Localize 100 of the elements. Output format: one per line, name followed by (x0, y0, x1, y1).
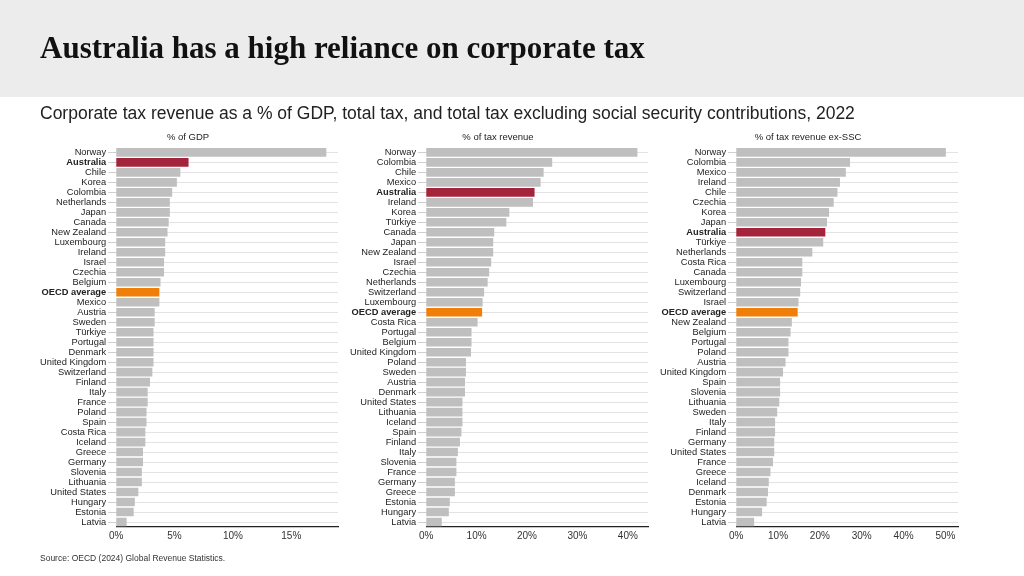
y-tick-label: Latvia (81, 516, 107, 527)
bar (116, 367, 153, 377)
y-tick-label: Portugal (381, 326, 417, 337)
bar (426, 417, 463, 427)
y-tick-label: Korea (701, 206, 727, 217)
bar (426, 437, 460, 447)
bar (426, 367, 466, 377)
bar (426, 307, 483, 317)
y-tick-label: Germany (377, 476, 417, 487)
y-tick-label: Japan (700, 216, 727, 227)
y-tick-label: Luxembourg (54, 236, 107, 247)
bar (426, 427, 462, 437)
y-tick-label: Estonia (75, 506, 107, 517)
y-tick-label: United States (670, 446, 727, 457)
x-tick-label: 0% (728, 529, 744, 541)
y-tick-label: Finland (695, 426, 727, 437)
bar (426, 387, 465, 397)
y-tick-label: Türkiye (385, 216, 417, 227)
y-tick-label: Poland (697, 346, 727, 357)
bar (426, 497, 450, 507)
y-tick-label: Czechia (72, 266, 107, 277)
y-tick-label: Austria (77, 306, 107, 317)
bar (736, 487, 768, 497)
bar (116, 357, 154, 367)
y-tick-label: Poland (77, 406, 107, 417)
bar (116, 467, 142, 477)
y-tick-label: Italy (399, 446, 417, 457)
y-tick-label: Spain (392, 426, 417, 437)
y-tick-label: Mexico (76, 296, 107, 307)
y-tick-label: Korea (81, 176, 107, 187)
y-tick-label: Hungary (71, 496, 107, 507)
bar (116, 397, 148, 407)
y-tick-label: Luxembourg (674, 276, 727, 287)
bar (116, 287, 160, 297)
text: Australia has a high reliance on corporate tax (40, 30, 645, 66)
bar (116, 158, 189, 167)
y-tick-label: Slovenia (70, 466, 107, 477)
y-tick-label: Belgium (692, 326, 727, 337)
y-tick-label: Germany (687, 436, 727, 447)
y-tick-label: Latvia (701, 516, 727, 527)
y-tick-label: Iceland (76, 436, 107, 447)
x-tick-label: 40% (617, 529, 638, 541)
y-tick-label: Ireland (387, 196, 417, 207)
bar (426, 188, 535, 197)
bar (736, 387, 781, 397)
y-tick-label: France (387, 466, 417, 477)
y-tick-label: Mexico (696, 166, 727, 177)
chart-title: % of GDP (166, 131, 210, 143)
y-tick-label: France (697, 456, 727, 467)
y-tick-label: Norway (694, 146, 727, 157)
y-tick-label: Switzerland (58, 366, 107, 377)
bar (736, 367, 784, 377)
y-tick-label: Costa Rica (370, 316, 417, 327)
y-tick-label: Poland (387, 356, 417, 367)
bar (116, 447, 144, 457)
y-tick-label: Luxembourg (364, 296, 417, 307)
chart-title: % of tax revenue (462, 131, 534, 143)
y-tick-label: Sweden (72, 316, 107, 327)
y-tick-label: Switzerland (368, 286, 417, 297)
y-tick-label: Norway (74, 146, 107, 157)
y-tick-label: Sweden (692, 406, 727, 417)
y-tick-label: Netherlands (56, 196, 107, 207)
y-tick-label: Türkiye (75, 326, 107, 337)
y-tick-label: Türkiye (695, 236, 727, 247)
y-tick-label: Greece (695, 466, 727, 477)
x-tick-label: 30% (567, 529, 588, 541)
y-tick-label: Israel (393, 256, 417, 267)
y-tick-label: Hungary (381, 506, 417, 517)
y-tick-label: Czechia (692, 196, 727, 207)
text: Corporate tax revenue as a % of GDP, total tax, and total tax excluding social security contributions, 2022 (40, 103, 855, 124)
bar (116, 477, 142, 487)
y-tick-label: Ireland (77, 246, 107, 257)
y-tick-label: Lithuania (688, 396, 727, 407)
y-tick-label: Portugal (691, 336, 727, 347)
y-tick-label: Lithuania (378, 406, 417, 417)
y-tick-label: Costa Rica (60, 426, 107, 437)
y-tick-label: New Zealand (671, 316, 727, 327)
bar (116, 148, 327, 157)
bar (116, 507, 134, 517)
x-tick-label: 20% (809, 529, 830, 541)
bar (426, 397, 463, 407)
source-note: Source: OECD (2024) Global Revenue Statistics. (40, 553, 226, 563)
y-tick-label: Netherlands (366, 276, 417, 287)
y-tick-label: Greece (385, 486, 417, 497)
y-tick-label: Finland (75, 376, 107, 387)
y-tick-label: Spain (702, 376, 727, 387)
bar (736, 307, 798, 317)
y-tick-label: Colombia (66, 186, 107, 197)
bar (736, 347, 789, 357)
bar (116, 407, 147, 417)
bar (736, 447, 775, 457)
bar (736, 228, 826, 237)
y-tick-label: United States (50, 486, 107, 497)
bar (736, 427, 776, 437)
x-tick-label: 10% (222, 529, 244, 541)
x-tick-label: 5% (167, 529, 182, 541)
y-tick-label: Lithuania (68, 476, 107, 487)
y-tick-label: Portugal (71, 336, 107, 347)
bar (426, 517, 442, 527)
x-tick-label: 0% (108, 529, 124, 541)
